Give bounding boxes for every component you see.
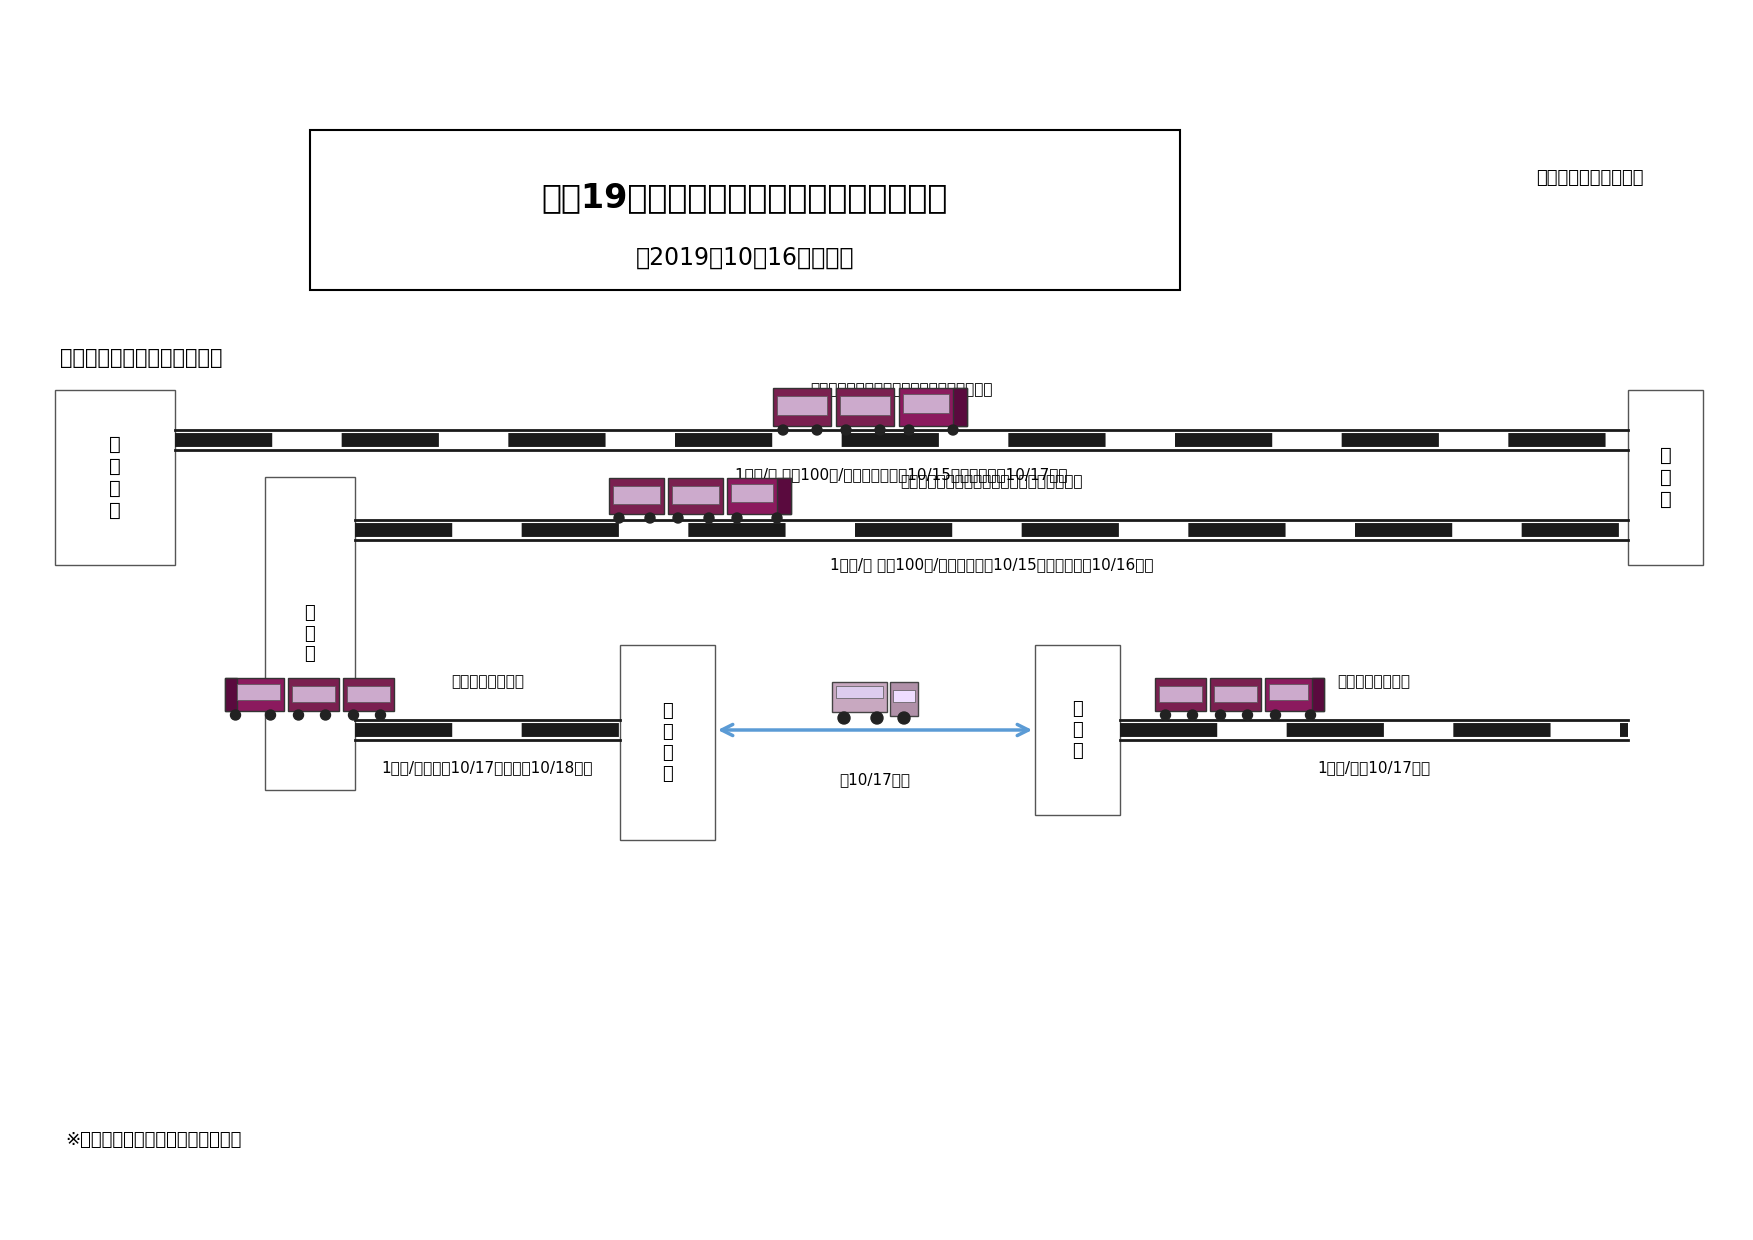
Bar xyxy=(1215,686,1257,702)
Circle shape xyxy=(733,513,742,523)
Text: 仙
台
タ: 仙 台 タ xyxy=(1073,701,1083,760)
Bar xyxy=(777,477,791,515)
Circle shape xyxy=(871,712,884,724)
Bar xyxy=(1211,678,1262,711)
Circle shape xyxy=(898,712,910,724)
Bar xyxy=(836,388,894,427)
Circle shape xyxy=(1187,711,1197,720)
Bar xyxy=(293,686,335,702)
Bar xyxy=(1034,645,1120,815)
Text: 隅
田
川: 隅 田 川 xyxy=(305,604,316,663)
Circle shape xyxy=(1243,711,1252,720)
Bar xyxy=(1155,678,1206,711)
Circle shape xyxy=(293,711,303,720)
Text: ＜迂回列車＞（上越・日本海縦貫書線経由）: ＜迂回列車＞（上越・日本海縦貫書線経由） xyxy=(901,475,1083,490)
Circle shape xyxy=(771,513,782,523)
Bar xyxy=(731,484,773,502)
Circle shape xyxy=(948,425,957,435)
Bar xyxy=(226,678,284,711)
Bar xyxy=(1269,684,1308,701)
Text: ＜トラック代行・迂回運転＞: ＜トラック代行・迂回運転＞ xyxy=(60,348,223,368)
Text: 日本貨物鉄道株式会社: 日本貨物鉄道株式会社 xyxy=(1536,169,1644,187)
Bar xyxy=(289,678,340,711)
Bar xyxy=(840,396,891,415)
Text: ＜折り返し列車＞: ＜折り返し列車＞ xyxy=(1338,675,1411,689)
Bar xyxy=(899,388,968,427)
Bar xyxy=(347,686,391,702)
Text: 台風19号の影響による代行輸送・迂回運転: 台風19号の影響による代行輸送・迂回運転 xyxy=(542,181,948,215)
Bar xyxy=(310,130,1180,290)
Text: （10/17～）: （10/17～） xyxy=(840,773,910,787)
Bar xyxy=(777,396,827,415)
Bar xyxy=(608,477,664,515)
Circle shape xyxy=(265,711,275,720)
Text: 1往復/日 片道100個/日（隅田川発10/15～、札幌タ発10/16～）: 1往復/日 片道100個/日（隅田川発10/15～、札幌タ発10/16～） xyxy=(829,558,1153,573)
Bar xyxy=(668,477,722,515)
Circle shape xyxy=(673,513,684,523)
Text: （2019年10月16日現在）: （2019年10月16日現在） xyxy=(636,246,854,270)
Bar xyxy=(265,477,356,790)
Circle shape xyxy=(375,711,386,720)
Bar xyxy=(344,678,394,711)
Bar xyxy=(954,388,968,427)
Bar xyxy=(237,684,280,701)
Bar xyxy=(614,486,659,503)
Circle shape xyxy=(349,711,359,720)
Text: 札
幌
タ: 札 幌 タ xyxy=(1660,446,1671,508)
Bar xyxy=(891,682,919,715)
Text: ＜折り返し列車＞: ＜折り返し列車＞ xyxy=(451,675,524,689)
Bar xyxy=(1266,678,1325,711)
Bar xyxy=(671,486,719,503)
Circle shape xyxy=(1160,711,1171,720)
Circle shape xyxy=(812,425,822,435)
Circle shape xyxy=(1271,711,1280,720)
Text: 宇
都
宮
タ: 宇 都 宮 タ xyxy=(663,702,673,782)
Text: ※「タ」は「貨物ターミナル」の略: ※「タ」は「貨物ターミナル」の略 xyxy=(65,1131,242,1149)
Circle shape xyxy=(838,712,850,724)
Circle shape xyxy=(1306,711,1315,720)
Bar xyxy=(903,394,948,413)
Text: 1往復/日 片道100個/日（名古屋タ発10/15～、札幌タ発10/17～）: 1往復/日 片道100個/日（名古屋タ発10/15～、札幌タ発10/17～） xyxy=(735,467,1068,482)
Circle shape xyxy=(614,513,624,523)
Circle shape xyxy=(841,425,850,435)
Bar xyxy=(892,689,915,702)
Text: 1往復/日（10/17～）: 1往復/日（10/17～） xyxy=(1318,760,1430,775)
Bar xyxy=(621,645,715,839)
Circle shape xyxy=(1215,711,1225,720)
Bar xyxy=(773,388,831,427)
Bar xyxy=(1629,391,1702,565)
Circle shape xyxy=(705,513,713,523)
Circle shape xyxy=(645,513,656,523)
Text: 名
古
屋
タ: 名 古 屋 タ xyxy=(109,435,121,520)
Bar xyxy=(1159,686,1203,702)
Circle shape xyxy=(230,711,240,720)
Text: ＜迂回列車＞（東海道・日本海縦貫線経由）: ＜迂回列車＞（東海道・日本海縦貫線経由） xyxy=(810,382,992,398)
Bar xyxy=(226,678,237,711)
Circle shape xyxy=(321,711,331,720)
Text: 1往復/日（下り10/17～、上り10/18～）: 1往復/日（下り10/17～、上り10/18～） xyxy=(382,760,593,775)
Bar xyxy=(727,477,791,515)
Circle shape xyxy=(875,425,885,435)
Bar xyxy=(1313,678,1325,711)
Bar xyxy=(833,682,887,712)
Circle shape xyxy=(778,425,789,435)
Circle shape xyxy=(905,425,913,435)
Bar xyxy=(836,686,884,698)
Bar xyxy=(54,391,175,565)
